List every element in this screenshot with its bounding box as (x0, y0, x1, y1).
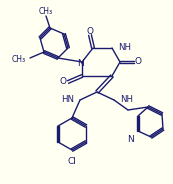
Text: O: O (86, 27, 93, 36)
Text: O: O (60, 77, 66, 86)
Text: N: N (77, 59, 83, 68)
Text: O: O (134, 57, 142, 66)
Text: NH: NH (118, 43, 131, 52)
Text: Cl: Cl (68, 157, 76, 165)
Text: CH₃: CH₃ (12, 54, 26, 63)
Text: HN: HN (61, 95, 74, 105)
Text: NH: NH (120, 95, 133, 105)
Text: CH₃: CH₃ (39, 8, 53, 17)
Text: N: N (128, 135, 134, 144)
